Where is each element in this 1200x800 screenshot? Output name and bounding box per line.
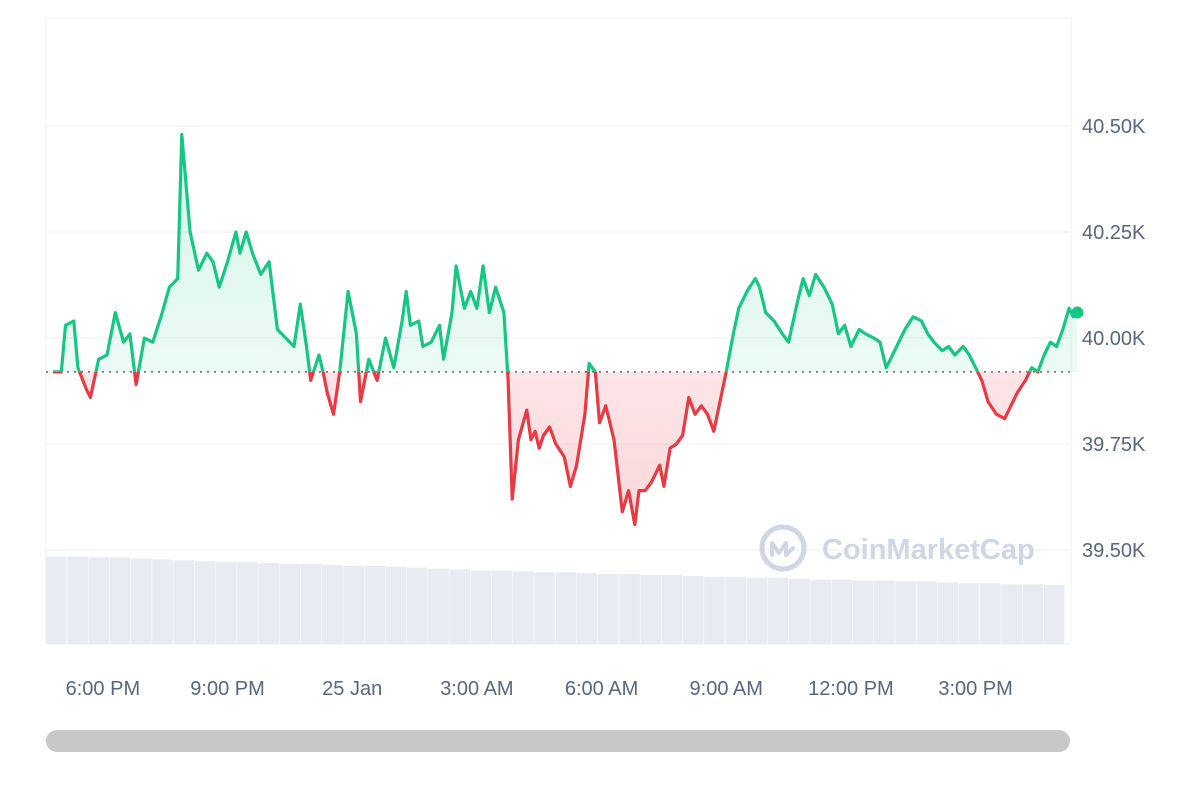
line-down-segment [53,371,1040,527]
volume-bar [1001,584,1023,644]
volume-bar [831,579,853,644]
line-up-segment [53,132,1079,372]
x-axis: 6:00 PM 9:00 PM 25 Jan 3:00 AM 6:00 AM 9:00 A… [66,678,1013,700]
volume-bar [958,583,980,644]
volume-bar [895,581,916,644]
x-tick-label: 3:00 PM [938,678,1012,700]
volume-bar [534,572,555,644]
x-tick-label: 12:00 PM [808,678,894,700]
volume-bar [406,567,428,644]
volume-bar [88,557,110,644]
volume-bar [1043,585,1065,644]
volume-bar [640,575,662,644]
volume-bar [364,565,386,644]
volume-bar [704,576,725,644]
volume-bar [491,570,513,644]
volume-bar [597,574,619,644]
volume-bar [215,562,237,644]
volume-bar [46,556,67,644]
volume-bar [237,562,258,644]
volume-bar [173,560,195,644]
y-tick-label: 40.50K [1082,116,1146,138]
volume-bar [109,557,131,644]
volume-bar [980,583,1001,644]
x-tick-label: 9:00 PM [190,678,264,700]
last-price-marker [1071,306,1084,319]
volume-bar [555,572,577,644]
x-tick-label: 6:00 PM [66,678,140,700]
volume-bar [1022,584,1044,644]
volume-bar [194,561,216,644]
volume-bar [343,565,364,644]
y-tick-label: 40.00K [1082,328,1146,350]
volume-bar [873,580,895,644]
volume-bar [937,582,959,644]
volume-bar [385,566,407,644]
volume-bar [576,573,598,644]
volume-bar [67,556,88,644]
volume-bar [321,564,343,644]
price-area [53,134,1078,525]
coinmarketcap-logo-icon [759,524,807,572]
volume-bar [258,563,280,644]
volume-bar [916,581,938,644]
y-tick-label: 40.25K [1082,222,1146,244]
x-tick-label: 3:00 AM [440,678,513,700]
volume-bar [746,577,768,644]
volume-bar [428,568,449,644]
volume-bar [767,577,789,644]
x-tick-label: 25 Jan [322,678,382,700]
area-above-baseline [53,134,1078,372]
time-range-scrollbar[interactable] [46,730,1070,752]
volume-bar [152,559,173,644]
volume-bar [470,570,492,644]
volume-bar [661,575,683,644]
volume-bar [300,563,322,644]
volume-bar [725,576,747,644]
x-tick-label: 9:00 AM [690,678,763,700]
volume-bar [619,574,640,644]
volume-bar [130,558,152,644]
volume-bar [449,569,471,644]
watermark-text: CoinMarketCap [822,534,1035,566]
volume-bar [810,579,831,644]
volume-bar [852,580,874,644]
area-below-baseline [79,371,1030,525]
volume-bar [789,578,810,644]
volume-bar [513,571,534,644]
y-axis: 40.50K 40.25K 40.00K 39.75K 39.50K [1082,116,1146,562]
y-tick-label: 39.50K [1082,540,1146,562]
volume-bars [46,556,1065,644]
y-tick-label: 39.75K [1082,434,1146,456]
watermark: CoinMarketCap [759,524,1035,572]
volume-bar [682,575,704,644]
volume-bar [279,563,301,644]
price-line [53,132,1079,527]
x-tick-label: 6:00 AM [565,678,638,700]
